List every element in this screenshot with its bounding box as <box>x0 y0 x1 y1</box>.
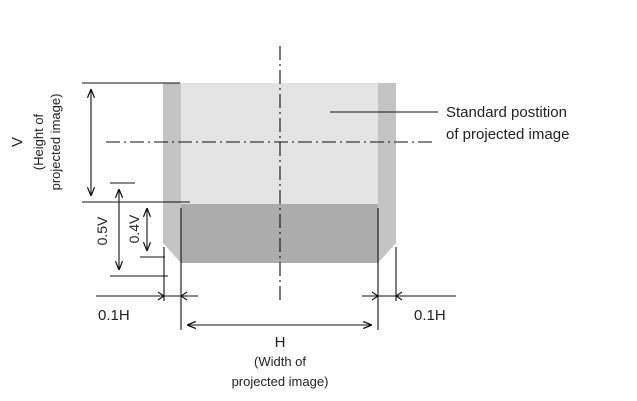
h-caption-line1: (Width of <box>254 354 306 369</box>
point-four-v-label: 0.4V <box>126 214 142 243</box>
h-caption-line2: projected image) <box>232 374 329 389</box>
v-caption-line2: projected image) <box>48 94 63 191</box>
standard-position-label-line2: of projected image <box>446 126 569 143</box>
v-symbol: V <box>9 137 26 147</box>
left-point-one-h-arrowhead-2 <box>180 291 188 301</box>
left-point-one-h-label: 0.1H <box>98 307 130 324</box>
h-symbol: H <box>275 334 286 351</box>
v-label-group: V <box>9 137 26 147</box>
right-point-one-h-label: 0.1H <box>414 307 446 324</box>
left-point-one-h-arrowhead <box>157 291 165 301</box>
half-v-label: 0.5V <box>94 216 110 245</box>
right-point-one-h-arrowhead <box>371 291 379 301</box>
v-caption-line1: (Height of <box>31 113 46 170</box>
standard-position-label-line1: Standard postition <box>446 104 567 121</box>
right-point-one-h-arrowhead-2 <box>395 291 403 301</box>
